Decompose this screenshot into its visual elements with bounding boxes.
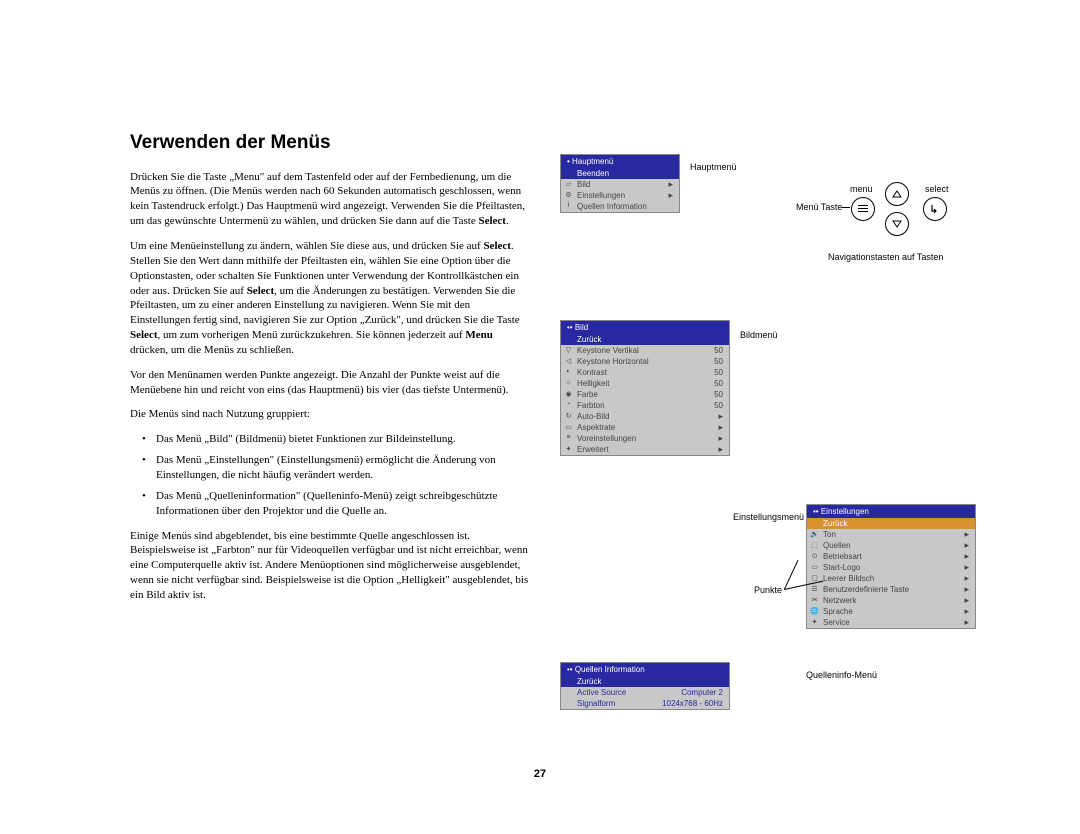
- bullet-3: Das Menü „Quelleninformation" (Quellenin…: [130, 489, 530, 519]
- page-heading: Verwenden der Menüs: [130, 130, 530, 156]
- page-number: 27: [0, 768, 1080, 780]
- nav-down-icon: [885, 212, 909, 236]
- paragraph-1: Drücken Sie die Taste „Menu" auf dem Tas…: [130, 170, 530, 229]
- bullet-list: Das Menü „Bild" (Bildmenü) bietet Funkti…: [130, 432, 530, 518]
- label-einst: Einstellungsmenü: [733, 512, 804, 522]
- paragraph-2: Um eine Menüeinstellung zu ändern, wähle…: [130, 239, 530, 358]
- osd-main-menu: • Hauptmenü Beenden ▱Bild▸ ⚙Einstellunge…: [560, 154, 680, 213]
- osd-quell-menu: •• Quellen Information Zurück Active Sou…: [560, 662, 730, 710]
- osd-main-title: • Hauptmenü: [561, 155, 679, 168]
- icon-settings: ⚙: [564, 191, 573, 199]
- label-hauptmenu: Hauptmenü: [690, 162, 737, 172]
- label-menu-btn: menu: [850, 184, 873, 194]
- paragraph-5: Einige Menüs sind abgeblendet, bis eine …: [130, 529, 530, 603]
- osd-bild-menu: •• Bild Zurück ▽Keystone Vertikal50 ◁Key…: [560, 320, 730, 456]
- paragraph-4: Die Menüs sind nach Nutzung gruppiert:: [130, 407, 530, 422]
- label-menu-taste: Menü Taste: [796, 202, 842, 212]
- paragraph-3: Vor den Menünamen werden Punkte angezeig…: [130, 368, 530, 398]
- label-nav-tasten: Navigationstasten auf Tasten: [828, 252, 943, 262]
- bullet-1: Das Menü „Bild" (Bildmenü) bietet Funkti…: [130, 432, 530, 447]
- label-select-btn: select: [925, 184, 949, 194]
- osd-einst-menu: •• Einstellungen Zurück 🔊Ton▸ ⬚Quellen▸ …: [806, 504, 976, 629]
- select-button-icon: [923, 197, 947, 221]
- label-bildmenu: Bildmenü: [740, 330, 778, 340]
- osd-main-highlight: Beenden: [561, 168, 679, 179]
- menu-button-icon: [851, 197, 875, 221]
- nav-up-icon: [885, 182, 909, 206]
- icon-bild: ▱: [564, 180, 573, 188]
- label-quelleninfo: Quelleninfo-Menü: [806, 670, 877, 680]
- label-punkte: Punkte: [754, 585, 782, 595]
- bullet-2: Das Menü „Einstellungen" (Einstellungsme…: [130, 453, 530, 483]
- icon-info: i: [564, 202, 573, 209]
